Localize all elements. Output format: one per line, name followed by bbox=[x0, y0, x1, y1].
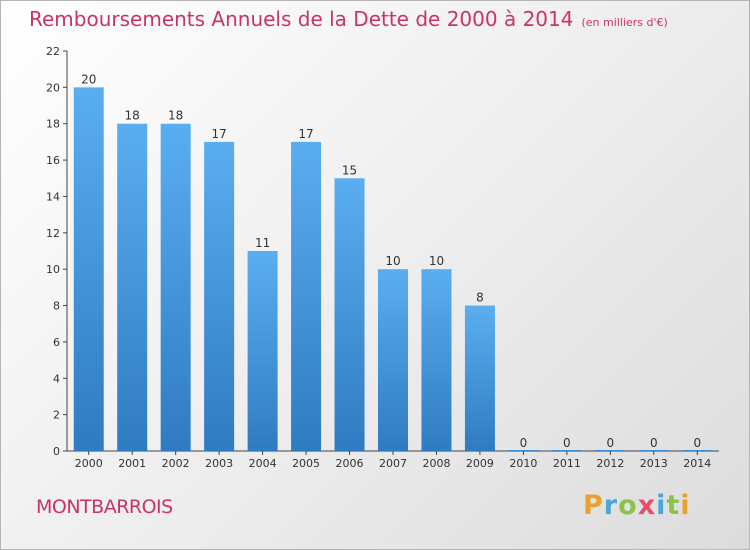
labels: 0 2 4 6 8 10 12 14 16 18 20 22 20 2000 18 2001 18 2002 17 2… bbox=[46, 45, 711, 470]
y-tick-label: 0 bbox=[53, 445, 60, 458]
bar-value-label: 17 bbox=[298, 127, 313, 141]
bar bbox=[421, 269, 452, 451]
bar bbox=[160, 123, 191, 452]
y-tick-label: 16 bbox=[46, 154, 60, 167]
bar bbox=[247, 251, 278, 451]
x-tick-label: 2012 bbox=[596, 457, 624, 470]
bar-value-label: 10 bbox=[385, 254, 400, 268]
logo-letter: t bbox=[666, 490, 681, 521]
logo-letter: i bbox=[680, 490, 691, 521]
chart-title: Remboursements Annuels de la Dette de 20… bbox=[29, 7, 668, 31]
y-tick-label: 12 bbox=[46, 227, 60, 240]
logo-letter: i bbox=[656, 490, 667, 521]
y-tick-label: 2 bbox=[53, 409, 60, 422]
y-tick-label: 22 bbox=[46, 45, 60, 58]
bar-value-label: 18 bbox=[168, 109, 183, 123]
bar-value-label: 0 bbox=[693, 436, 701, 450]
logo-letter: P bbox=[583, 490, 604, 521]
proxiti-logo: Proxiti bbox=[583, 490, 691, 521]
bar-value-label: 11 bbox=[255, 236, 270, 250]
bar-value-label: 18 bbox=[125, 109, 140, 123]
x-tick-label: 2006 bbox=[336, 457, 364, 470]
bars bbox=[73, 87, 713, 452]
bar bbox=[334, 178, 365, 452]
x-tick-label: 2009 bbox=[466, 457, 494, 470]
y-tick-label: 8 bbox=[53, 300, 60, 313]
bar-value-label: 20 bbox=[81, 72, 96, 86]
x-tick-label: 2014 bbox=[683, 457, 711, 470]
x-tick-label: 2011 bbox=[553, 457, 581, 470]
bar bbox=[464, 305, 495, 451]
bar bbox=[204, 141, 235, 451]
bar bbox=[73, 87, 104, 451]
x-tick-label: 2003 bbox=[205, 457, 233, 470]
x-tick-label: 2002 bbox=[162, 457, 190, 470]
bar-value-label: 0 bbox=[650, 436, 658, 450]
bar-value-label: 17 bbox=[211, 127, 226, 141]
y-tick-label: 14 bbox=[46, 190, 60, 203]
y-tick-label: 20 bbox=[46, 81, 60, 94]
bar-value-label: 0 bbox=[520, 436, 528, 450]
bar bbox=[378, 269, 408, 451]
x-tick-label: 2013 bbox=[640, 457, 668, 470]
x-tick-label: 2010 bbox=[509, 457, 537, 470]
bar-value-label: 0 bbox=[563, 436, 571, 450]
x-tick-label: 2005 bbox=[292, 457, 320, 470]
bar-value-label: 10 bbox=[429, 254, 444, 268]
bar bbox=[117, 123, 148, 452]
chart-unit-note: (en milliers d'€) bbox=[581, 16, 668, 29]
bar-value-label: 0 bbox=[607, 436, 615, 450]
chart-title-text: Remboursements Annuels de la Dette de 20… bbox=[29, 7, 574, 31]
x-tick-label: 2007 bbox=[379, 457, 407, 470]
x-tick-label: 2001 bbox=[118, 457, 146, 470]
bar-value-label: 8 bbox=[476, 291, 484, 305]
bar-value-label: 15 bbox=[342, 163, 357, 177]
commune-name: MONTBARROIS bbox=[36, 496, 173, 518]
x-tick-label: 2000 bbox=[75, 457, 103, 470]
bar bbox=[291, 141, 322, 451]
logo-letter: r bbox=[603, 490, 619, 521]
x-tick-label: 2008 bbox=[422, 457, 450, 470]
y-tick-label: 18 bbox=[46, 118, 60, 131]
bar-chart: 0 2 4 6 8 10 12 14 16 18 20 22 20 2000 18 2001 18 2002 17 2… bbox=[46, 45, 719, 470]
logo-letter: o bbox=[618, 490, 638, 521]
y-tick-label: 6 bbox=[53, 336, 60, 349]
y-tick-label: 10 bbox=[46, 263, 60, 276]
x-tick-label: 2004 bbox=[249, 457, 277, 470]
y-tick-label: 4 bbox=[53, 372, 60, 385]
logo-letter: x bbox=[637, 490, 657, 521]
